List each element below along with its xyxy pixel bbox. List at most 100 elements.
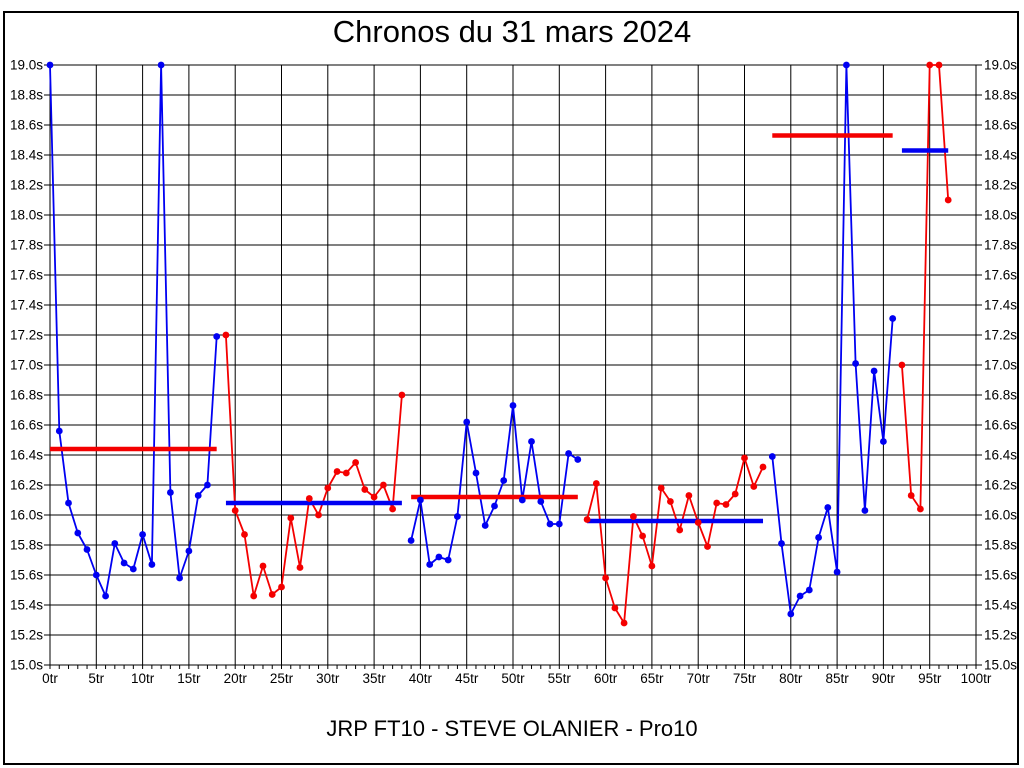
data-point	[250, 592, 258, 600]
data-point	[870, 367, 878, 375]
x-axis-label: 75tr	[733, 671, 757, 686]
y-axis-label: 18.6s	[984, 118, 1017, 133]
y-axis-label: 16.6s	[10, 418, 43, 433]
x-axis-label: 5tr	[88, 671, 104, 686]
data-point	[287, 514, 295, 522]
data-point	[426, 561, 434, 568]
data-point	[648, 562, 656, 570]
data-point	[463, 418, 471, 426]
data-point	[815, 534, 822, 541]
y-axis-label: 18.4s	[10, 148, 43, 163]
data-point	[935, 61, 943, 69]
y-axis-label: 17.0s	[984, 358, 1017, 373]
data-point	[796, 592, 804, 600]
tick-marks	[44, 64, 982, 669]
data-point	[370, 493, 378, 501]
y-axis-label: 18.2s	[984, 178, 1017, 193]
data-point	[565, 450, 572, 457]
data-point	[833, 568, 841, 576]
x-axis-label: 70tr	[687, 671, 711, 686]
data-point	[768, 453, 776, 460]
data-point	[500, 477, 508, 484]
data-point	[454, 513, 461, 520]
data-point	[787, 610, 795, 618]
data-point	[926, 61, 934, 69]
data-point	[528, 438, 535, 445]
data-point	[657, 484, 665, 492]
data-point	[852, 360, 859, 367]
data-point	[602, 574, 609, 582]
data-point	[231, 507, 239, 514]
x-axis-label: 25tr	[270, 671, 294, 686]
data-point	[380, 481, 387, 489]
y-axis-label: 18.8s	[10, 88, 43, 103]
y-axis-label: 16.8s	[10, 388, 43, 403]
data-point	[129, 565, 137, 573]
axis-labels: 15.0s 15.0s 15.2s 15.2s 15.4s 15.4s 15.6s 15.6s…	[10, 58, 1017, 687]
data-point	[213, 333, 221, 340]
x-axis-label: 65tr	[640, 671, 664, 686]
data-point	[74, 529, 82, 537]
x-axis-label: 40tr	[409, 671, 433, 686]
data-point	[315, 511, 322, 519]
data-point	[185, 547, 193, 555]
y-axis-label: 17.2s	[10, 328, 43, 343]
y-axis-label: 15.2s	[10, 628, 43, 643]
x-axis-label: 60tr	[594, 671, 618, 686]
data-point	[741, 454, 748, 462]
data-point	[537, 498, 545, 505]
data-point	[120, 559, 128, 567]
data-point	[722, 501, 730, 508]
gridlines	[49, 64, 977, 666]
y-axis-label: 17.8s	[10, 238, 43, 253]
data-point	[167, 489, 174, 496]
data-point	[907, 492, 915, 499]
data-point	[46, 61, 54, 69]
data-point	[620, 619, 628, 627]
y-axis-label: 16.8s	[984, 388, 1017, 403]
data-point	[417, 496, 424, 504]
data-point	[898, 361, 906, 369]
y-axis-label: 16.4s	[984, 448, 1017, 463]
y-axis-label: 18.0s	[10, 208, 43, 223]
data-point	[667, 498, 674, 505]
data-point	[278, 583, 285, 591]
y-axis-label: 16.0s	[984, 508, 1017, 523]
data-point	[630, 513, 637, 520]
data-point	[639, 532, 646, 540]
y-axis-label: 16.4s	[10, 448, 43, 463]
x-axis-label: 95tr	[918, 671, 942, 686]
reference-lines	[50, 133, 949, 524]
y-axis-label: 16.2s	[10, 478, 43, 493]
data-point	[759, 463, 767, 471]
y-axis-label: 19.0s	[984, 58, 1017, 73]
y-axis-label: 17.4s	[10, 298, 43, 313]
data-point	[481, 522, 489, 529]
data-point	[518, 496, 526, 504]
y-axis-label: 19.0s	[10, 58, 43, 73]
data-point	[83, 546, 91, 553]
y-axis-label: 15.2s	[984, 628, 1017, 643]
y-axis-label: 15.0s	[10, 658, 43, 673]
data-point	[352, 459, 359, 466]
red-segment-1-line	[225, 334, 403, 597]
data-point	[676, 526, 684, 534]
data-point	[509, 402, 517, 409]
y-axis-label: 15.6s	[984, 568, 1017, 583]
x-axis-label: 55tr	[548, 671, 572, 686]
data-point	[731, 490, 739, 498]
data-point	[342, 469, 350, 477]
chart-title: Chronos du 31 mars 2024	[332, 14, 692, 49]
data-point	[824, 504, 832, 511]
data-point	[324, 484, 332, 492]
data-point	[583, 516, 591, 523]
y-axis-label: 16.0s	[10, 508, 43, 523]
data-point	[944, 196, 952, 204]
y-axis-label: 18.4s	[984, 148, 1017, 163]
data-point	[102, 592, 109, 600]
data-point	[592, 480, 600, 487]
data-point	[611, 604, 619, 612]
chart-subtitle: JRP FT10 - STEVE OLANIER - Pro10	[326, 716, 698, 741]
data-point	[176, 574, 184, 582]
